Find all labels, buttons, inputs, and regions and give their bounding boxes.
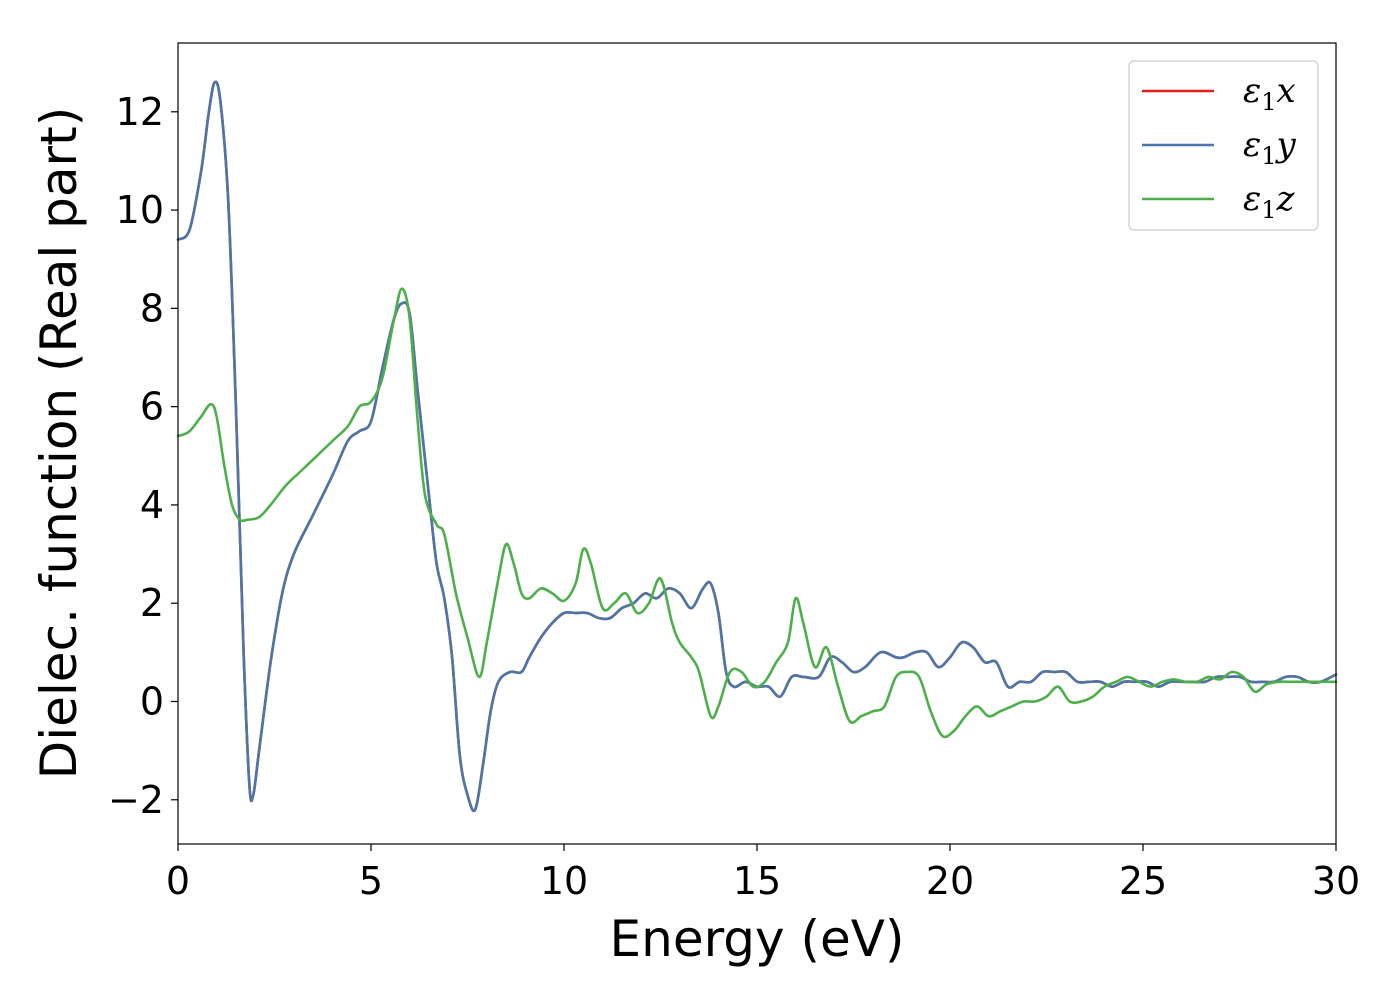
y-tick-label: −2	[108, 778, 164, 822]
y-tick-label: 10	[116, 188, 164, 232]
series-line-y	[176, 80, 1338, 813]
x-tick-label: 30	[1312, 859, 1360, 903]
y-tick-label: 8	[140, 286, 164, 330]
y-tick-label: 6	[140, 385, 164, 429]
x-axis-ticks: 0 5 10 15 20 25 30	[166, 844, 1360, 903]
y-tick-label: 12	[116, 90, 164, 134]
y-axis-title: Dielec. function (Real part)	[30, 107, 88, 779]
x-tick-label: 5	[359, 859, 383, 903]
legend-label-z: ε1z	[1243, 179, 1296, 224]
x-tick-label: 25	[1119, 859, 1167, 903]
legend-label-x: ε1x	[1243, 71, 1296, 116]
x-axis-title: Energy (eV)	[610, 910, 905, 968]
x-tick-label: 0	[166, 859, 190, 903]
series-layer	[176, 80, 1338, 813]
y-tick-label: 0	[140, 679, 164, 723]
x-tick-label: 15	[733, 859, 781, 903]
legend-box	[1128, 60, 1319, 231]
y-tick-label: 2	[140, 581, 164, 625]
x-tick-label: 20	[926, 859, 974, 903]
x-tick-label: 10	[540, 859, 588, 903]
y-tick-label: 4	[140, 483, 164, 527]
y-axis-ticks: −2 0 2 4 6 8 10 12	[108, 90, 178, 822]
legend-label-y: ε1y	[1243, 125, 1297, 170]
legend: ε1x ε1y ε1z	[1128, 60, 1319, 231]
series-line-z	[176, 287, 1338, 739]
